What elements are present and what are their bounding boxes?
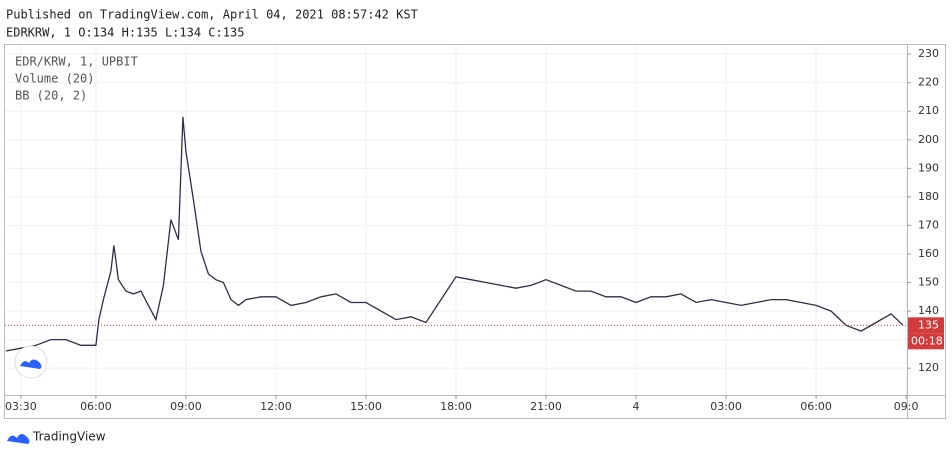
y-tick-label: 120 [918,361,939,374]
y-tick-label: 200 [918,133,939,146]
countdown-box [908,333,944,350]
legend: EDR/KRW, 1, UPBIT Volume (20) BB (20, 2) [15,55,138,103]
last-price-box [908,317,944,334]
legend-entry: Volume (20) [15,72,94,86]
axes: 12013014015016017018019020021022023003:3… [5,47,944,413]
y-tick-label: 170 [918,218,939,231]
x-tick-label: 03:00 [710,400,742,413]
y-tick-label: 190 [918,161,939,174]
price-line [5,116,904,352]
plot [5,116,907,352]
y-tick-label: 160 [918,247,939,260]
last-price-label: 135 [918,318,939,331]
logo-badge [14,345,48,379]
chart-frame [4,44,946,419]
x-tick-label: 4 [633,400,640,413]
x-tick-label: 15:00 [350,400,382,413]
footer-brand: TradingView [32,430,106,444]
legend-entry: EDR/KRW, 1, UPBIT [15,55,138,69]
x-tick-label: 09:00 [170,400,202,413]
x-tick-label: 21:00 [530,400,562,413]
x-tick-label: 06:00 [80,400,112,413]
countdown-label: 00:18 [911,334,943,347]
ohlc-line: EDRKRW, 1 O:134 H:135 L:134 C:135 [6,26,244,40]
x-tick-label: 03:30 [5,400,37,413]
footer-logo: TradingView [7,430,106,444]
y-tick-label: 220 [918,76,939,89]
y-tick-label: 140 [918,304,939,317]
x-tick-label: 09:0 [894,400,919,413]
x-tick-label: 12:00 [260,400,292,413]
y-tick-label: 210 [918,104,939,117]
x-tick-label: 06:00 [800,400,832,413]
published-note: Published on TradingView.com, April 04, … [6,8,418,22]
y-tick-label: 150 [918,276,939,289]
legend-entry: BB (20, 2) [15,89,87,103]
y-tick-label: 230 [918,47,939,60]
x-tick-label: 18:00 [440,400,472,413]
grid [5,45,907,395]
y-tick-label: 180 [918,190,939,203]
